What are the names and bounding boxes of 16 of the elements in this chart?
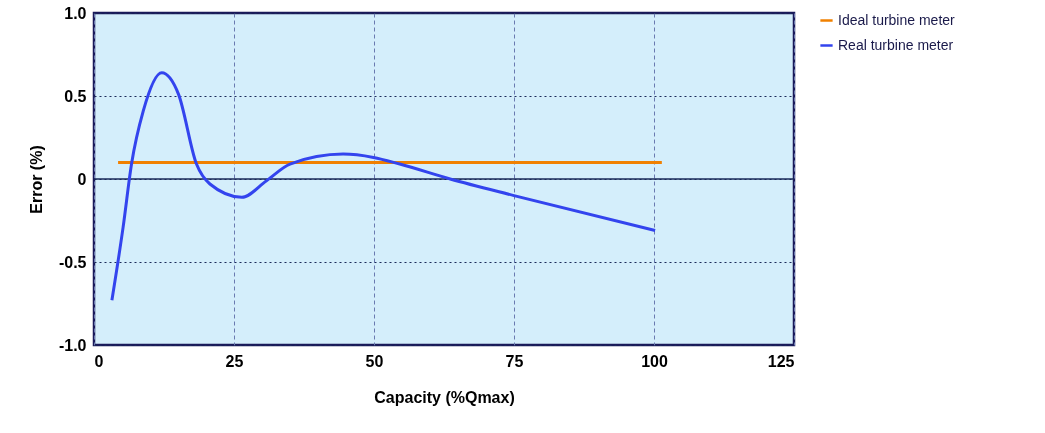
legend-label: Ideal turbine meter [838,11,956,28]
x-tick-label: 25 [225,352,244,370]
x-tick-label: 75 [505,352,524,370]
x-axis-title: Capacity (%Qmax) [374,388,515,406]
y-tick-label: -1.0 [58,336,87,354]
x-tick-label: 100 [641,352,668,370]
line-series [110,71,657,302]
y-tick-label: 0 [77,170,87,188]
legend-label: Real turbine meter [838,36,954,53]
x-tick-label: 50 [365,352,384,370]
y-tick-label: -0.5 [58,253,87,271]
y-tick-label: 1.0 [64,4,87,22]
x-tick-label: 0 [94,352,104,370]
x-tick-label: 125 [767,352,795,370]
y-axis-title: Error (%) [27,145,45,214]
y-tick-label: 0.5 [64,87,87,105]
